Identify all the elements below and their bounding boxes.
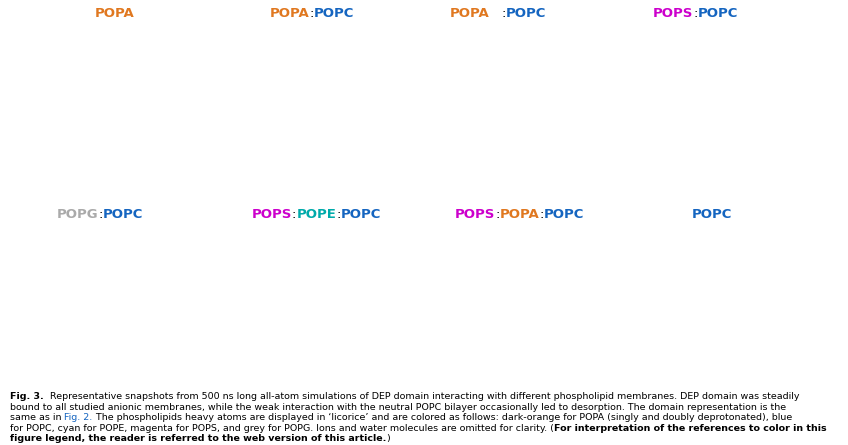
Text: same as in: same as in xyxy=(10,413,64,422)
Text: Representative snapshots from 500 ns long all-atom simulations of DEP domain int: Representative snapshots from 500 ns lon… xyxy=(44,392,800,401)
Text: POPC: POPC xyxy=(692,208,733,221)
Text: POPC: POPC xyxy=(103,208,143,221)
Text: Fig. 3.: Fig. 3. xyxy=(10,392,44,401)
Text: POPS: POPS xyxy=(252,208,292,221)
Text: figure legend, the reader is referred to the web version of this article.: figure legend, the reader is referred to… xyxy=(10,434,387,443)
Text: POPA: POPA xyxy=(500,208,539,221)
Text: POPC: POPC xyxy=(314,7,354,20)
Text: POPA: POPA xyxy=(449,7,489,20)
Text: POPC: POPC xyxy=(505,7,546,20)
Text: ): ) xyxy=(387,434,390,443)
Text: :: : xyxy=(501,7,505,20)
Text: For interpretation of the references to color in this: For interpretation of the references to … xyxy=(554,424,827,433)
Text: POPC: POPC xyxy=(544,208,584,221)
Text: :: : xyxy=(495,208,500,221)
Text: POPC: POPC xyxy=(698,7,738,20)
Text: The phospholipids heavy atoms are displayed in ‘licorice’ and are colored as fol: The phospholipids heavy atoms are displa… xyxy=(92,413,792,422)
Text: Fig. 2.: Fig. 2. xyxy=(64,413,92,422)
Text: :: : xyxy=(292,208,296,221)
Text: :: : xyxy=(98,208,103,221)
Text: POPC: POPC xyxy=(341,208,381,221)
Text: bound to all studied anionic membranes, while the weak interaction with the neut: bound to all studied anionic membranes, … xyxy=(10,403,786,412)
Text: POPG: POPG xyxy=(57,208,98,221)
Text: :: : xyxy=(693,7,698,20)
Text: for POPC, cyan for POPE, magenta for POPS, and grey for POPG. Ions and water mol: for POPC, cyan for POPE, magenta for POP… xyxy=(10,424,554,433)
Text: POPE: POPE xyxy=(296,208,337,221)
Text: :: : xyxy=(337,208,341,221)
Text: :: : xyxy=(310,7,314,20)
Text: POPS: POPS xyxy=(455,208,495,221)
Text: POPA: POPA xyxy=(95,7,134,20)
Text: :: : xyxy=(539,208,544,221)
Text: POPA: POPA xyxy=(270,7,310,20)
Text: POPS: POPS xyxy=(653,7,693,20)
